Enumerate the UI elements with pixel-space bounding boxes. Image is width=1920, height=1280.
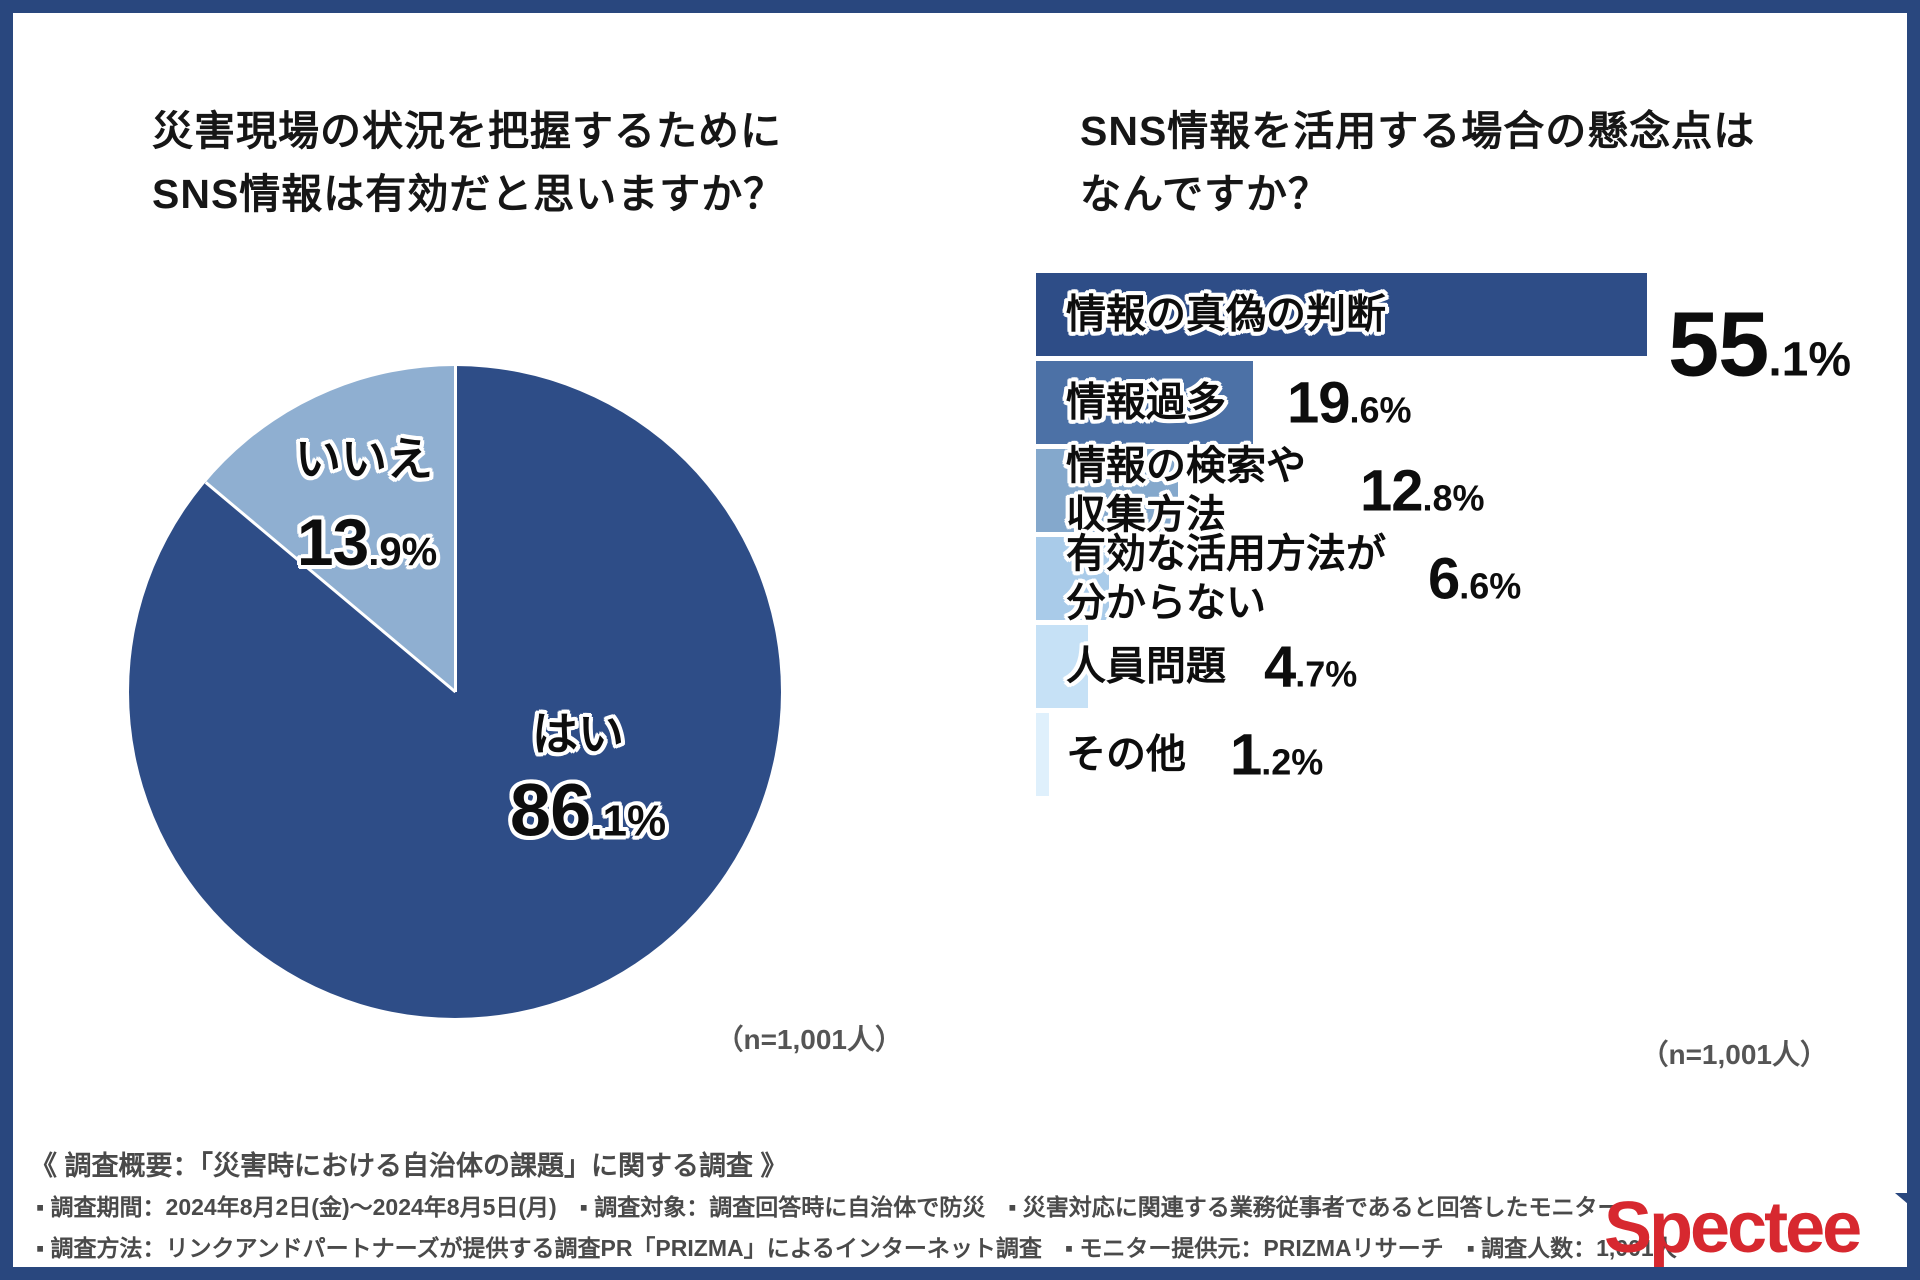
bar-chart-title-line1: SNS情報を活用する場合の懸念点は: [1080, 108, 1756, 154]
bar-label: その他: [1066, 732, 1186, 776]
bar: [1036, 625, 1088, 708]
pie-sample-size-note: （n=1,001人）: [715, 1024, 903, 1055]
bar-value: 6.6%: [1428, 546, 1522, 611]
bar-row: 有効な活用方法が 分からない 6.6%: [1036, 532, 1896, 625]
pie-slice-divider-top: [453, 366, 457, 692]
pie-slice-label-yes: はい: [532, 708, 624, 760]
pie-chart-title-line1: 災害現場の状況を把握するために: [152, 108, 782, 154]
bar-value: 4.7%: [1264, 634, 1358, 699]
bar-chart-title-line2: なんですか？: [1080, 171, 1330, 217]
bar: [1036, 273, 1647, 356]
pie-slice-label-no: いいえ: [295, 433, 433, 485]
bar-sample-size-note: （n=1,001人）: [1640, 1039, 1828, 1070]
pie-chart-title-line2: SNS情報は有効だと思いますか？: [152, 171, 786, 217]
bar-label: 情報の真偽の判断: [1066, 292, 1386, 336]
bar-row: 情報の検索や 収集方法 12.8%: [1036, 444, 1896, 537]
survey-detail-line1: ▪ 調査期間：2024年8月2日(金)～2024年8月5日(月) ▪ 調査対象：…: [36, 1194, 1621, 1220]
bar-label: 情報の検索や 収集方法: [1066, 443, 1306, 537]
pie-chart-title: 災害現場の状況を把握するために SNS情報は有効だと思いますか？: [152, 100, 785, 226]
bar-value: 55.1%: [1668, 293, 1852, 395]
pie-chart: いいえ 13.9% はい 86.1%: [129, 366, 781, 1018]
bar-value: 1.2%: [1230, 722, 1324, 787]
bar-value: 12.8%: [1360, 458, 1485, 523]
bar-row: 情報過多 19.6%: [1036, 361, 1896, 444]
survey-detail-line2: ▪ 調査方法：リンクアンドパートナーズが提供する調査PR「PRIZMA」によるイ…: [36, 1235, 1677, 1261]
spectee-logo: Spectee: [1604, 1183, 1907, 1268]
bar: [1036, 361, 1253, 444]
bar-row: その他 1.2%: [1036, 713, 1896, 796]
bar-value: 19.6%: [1287, 370, 1412, 435]
survey-overview-heading: 《 調査概要：「災害時における自治体の課題」に関する調査 》: [30, 1151, 788, 1181]
bar: [1036, 713, 1049, 796]
pie-slice-value-yes: 86.1%: [509, 768, 667, 852]
bar-label: 有効な活用方法が 分からない: [1066, 531, 1386, 625]
bar-chart: 情報の真偽の判断 55.1% 情報過多 19.6% 情報の検索や 収集方法 12.…: [1036, 273, 1896, 801]
bar-row: 人員問題 4.7%: [1036, 625, 1896, 708]
bar: [1036, 449, 1178, 532]
bar-row: 情報の真偽の判断 55.1%: [1036, 273, 1896, 395]
bar-chart-title: SNS情報を活用する場合の懸念点は なんですか？: [1080, 100, 1755, 226]
bar-label: 情報過多: [1066, 380, 1226, 424]
pie-slice-value-no: 13.9%: [296, 505, 438, 579]
spectee-logo-text: Spectee: [1604, 1188, 1862, 1268]
bar-label: 人員問題: [1066, 644, 1226, 688]
bar: [1036, 537, 1109, 620]
